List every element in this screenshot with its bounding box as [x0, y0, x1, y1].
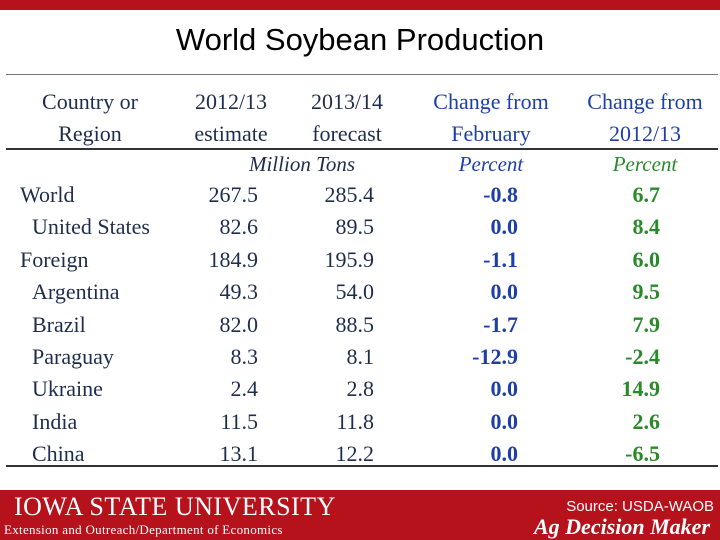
row-estimate: 82.0: [219, 311, 259, 337]
row-forecast: 2.8: [346, 376, 375, 402]
row-name: India: [32, 408, 78, 434]
unit-million-tons: Million Tons: [248, 152, 355, 176]
header-estimate-line2: estimate: [194, 121, 268, 146]
header-country-line1: Country or: [42, 89, 138, 114]
row-change-feb: -0.8: [483, 182, 518, 207]
table-row: India 11.5 11.8 0.0 2.6: [6, 406, 718, 438]
header-change-yr-line2: 2012/13: [608, 121, 682, 146]
row-change-feb: -1.1: [483, 246, 518, 272]
unit-percent-yr: Percent: [612, 152, 678, 176]
row-name: World: [20, 182, 75, 207]
header-forecast-line2: forecast: [312, 121, 382, 146]
slide-title: World Soybean Production: [175, 22, 545, 57]
row-change-yr: -2.4: [625, 344, 660, 369]
footer-bar: IOWA STATE UNIVERSITY Extension and Outr…: [0, 490, 720, 540]
unit-percent-feb: Percent: [458, 152, 524, 176]
row-change-yr: 6.0: [632, 246, 661, 272]
row-name: Foreign: [20, 246, 89, 272]
table-row: United States 82.6 89.5 0.0 8.4: [6, 211, 718, 243]
table-row: Paraguay 8.3 8.1 -12.9 -2.4: [6, 341, 718, 373]
header-country-line2: Region: [58, 121, 122, 146]
row-estimate: 184.9: [208, 246, 259, 272]
row-forecast: 195.9: [324, 246, 375, 272]
row-change-yr: -6.5: [625, 441, 660, 467]
row-estimate: 13.1: [219, 441, 259, 467]
table-row: Brazil 82.0 88.5 -1.7 7.9: [6, 309, 718, 341]
header-divider: [6, 148, 718, 150]
table-row: World 267.5 285.4 -0.8 6.7: [6, 179, 718, 211]
header-forecast-line1: 2013/14: [310, 89, 384, 114]
row-change-yr: 14.9: [621, 376, 661, 402]
row-forecast: 88.5: [335, 311, 375, 337]
header-estimate: 2012/13 estimate: [176, 86, 286, 150]
row-name: Brazil: [32, 311, 86, 337]
header-change-feb-line2: February: [451, 121, 531, 146]
row-forecast: 11.8: [336, 408, 374, 434]
header-country: Country or Region: [10, 86, 170, 150]
row-change-feb: 0.0: [490, 441, 519, 467]
table-row: Ukraine 2.4 2.8 0.0 14.9: [6, 373, 718, 405]
header-change-yr-line1: Change from: [587, 89, 703, 114]
row-change-yr: 6.7: [632, 182, 661, 207]
row-name: China: [32, 441, 85, 467]
row-name: United States: [32, 214, 150, 240]
extension-text: Extension and Outreach/Department of Eco…: [4, 522, 283, 537]
title-divider: [6, 74, 718, 75]
row-change-yr: 9.5: [632, 279, 661, 305]
row-change-feb: 0.0: [490, 214, 519, 240]
ag-decision-maker-logo: Ag Decision Maker: [534, 514, 710, 539]
row-estimate: 267.5: [208, 182, 259, 207]
row-change-feb: 0.0: [490, 279, 519, 305]
university-logo: IOWA STATE UNIVERSITY: [14, 492, 336, 521]
header-estimate-line1: 2012/13: [194, 89, 268, 114]
table-row: Foreign 184.9 195.9 -1.1 6.0: [6, 244, 718, 276]
row-change-feb: -1.7: [483, 311, 518, 337]
row-name: Paraguay: [32, 344, 114, 369]
row-change-yr: 2.6: [632, 408, 661, 434]
row-change-yr: 7.9: [632, 311, 661, 337]
header-change-feb: Change from February: [416, 86, 566, 150]
source-note: Source: USDA-WAOB: [566, 498, 714, 515]
production-table: Country or Region 2012/13 estimate 2013/…: [6, 82, 718, 466]
row-estimate: 8.3: [230, 344, 259, 369]
table-row: Argentina 49.3 54.0 0.0 9.5: [6, 276, 718, 308]
row-change-feb: 0.0: [490, 408, 519, 434]
row-estimate: 82.6: [219, 214, 259, 240]
row-name: Argentina: [32, 279, 120, 305]
table-row: China 13.1 12.2 0.0 -6.5: [6, 438, 718, 470]
row-estimate: 11.5: [220, 408, 258, 434]
header-forecast: 2013/14 forecast: [292, 86, 402, 150]
row-estimate: 49.3: [219, 279, 259, 305]
row-change-yr: 8.4: [632, 214, 661, 240]
header-change-feb-line1: Change from: [433, 89, 549, 114]
header-change-yr: Change from 2012/13: [572, 86, 718, 150]
row-change-feb: -12.9: [472, 344, 518, 369]
row-forecast: 54.0: [335, 279, 375, 305]
row-forecast: 285.4: [324, 182, 375, 207]
row-change-feb: 0.0: [490, 376, 519, 402]
row-name: Ukraine: [32, 376, 103, 402]
top-accent-bar: [0, 0, 720, 10]
row-forecast: 12.2: [335, 441, 375, 467]
row-estimate: 2.4: [230, 376, 259, 402]
row-forecast: 89.5: [335, 214, 375, 240]
row-forecast: 8.1: [346, 344, 375, 369]
table-bottom-divider: [6, 465, 718, 467]
